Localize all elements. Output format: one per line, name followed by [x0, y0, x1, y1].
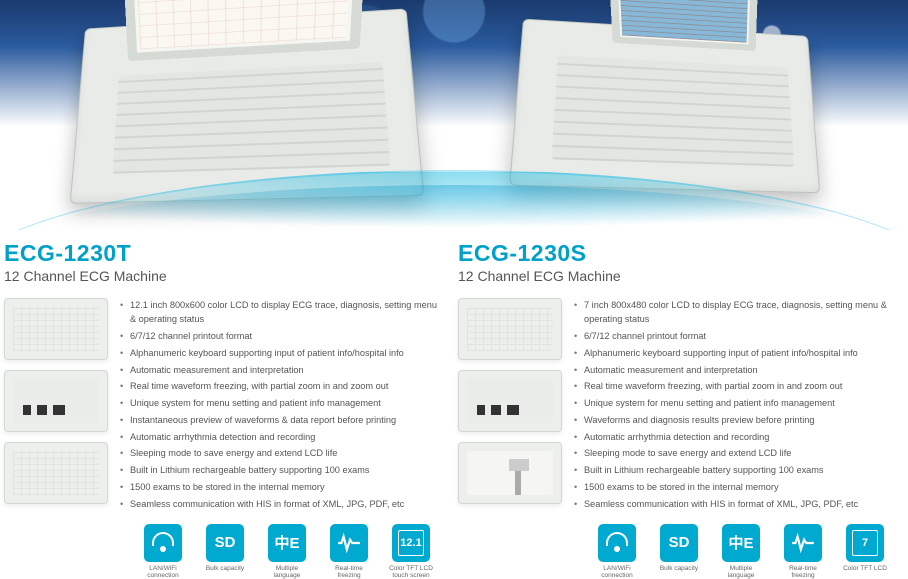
thumbnail-handle-view: [458, 298, 562, 360]
feature-item: Automatic arrhythmia detection and recor…: [574, 430, 896, 444]
feature-icon-screen: 7 Color TFT LCD: [842, 524, 888, 579]
feature-item: Alphanumeric keyboard supporting input o…: [120, 346, 442, 360]
language-icon: 中E: [722, 524, 760, 562]
feature-item: 6/7/12 channel printout format: [120, 329, 442, 343]
screen-size-icon: 12.1: [392, 524, 430, 562]
product-column-ecg-1230s: ECG-1230S 12 Channel ECG Machine 7 inch …: [454, 240, 908, 577]
device-keyboard: [551, 55, 794, 166]
feature-icon-screen: 12.1 Color TFT LCD touch screen: [388, 524, 434, 579]
product-subtitle: 12 Channel ECG Machine: [458, 268, 896, 284]
waveform-icon: [784, 524, 822, 562]
feature-icon-lanwifi: LAN/WiFi connection: [140, 524, 186, 579]
feature-icon-freeze: Real-time freezing: [326, 524, 372, 579]
feature-item: Unique system for menu setting and patie…: [120, 396, 442, 410]
feature-icon-label: Bulk capacity: [206, 565, 244, 572]
feature-list: 7 inch 800x480 color LCD to display ECG …: [574, 298, 896, 513]
feature-item: Sleeping mode to save energy and extend …: [120, 446, 442, 460]
feature-item: Seamless communication with HIS in forma…: [574, 497, 896, 511]
feature-icon-label: Bulk capacity: [660, 565, 698, 572]
feature-list: 12.1 inch 800x600 color LCD to display E…: [120, 298, 442, 513]
feature-icon-sd: SD Bulk capacity: [656, 524, 702, 579]
language-icon: 中E: [268, 524, 306, 562]
wifi-icon: [144, 524, 182, 562]
feature-icon-lanwifi: LAN/WiFi connection: [594, 524, 640, 579]
feature-item: Waveforms and diagnosis results preview …: [574, 413, 896, 427]
feature-item: 12.1 inch 800x600 color LCD to display E…: [120, 298, 442, 327]
sd-icon: SD: [660, 524, 698, 562]
feature-item: 6/7/12 channel printout format: [574, 329, 896, 343]
wifi-icon: [598, 524, 636, 562]
feature-item: 1500 exams to be stored in the internal …: [574, 480, 896, 494]
feature-icon-label: Color TFT LCD: [843, 565, 887, 572]
screen-size-icon: 7: [846, 524, 884, 562]
feature-icon-language: 中E Multiple language: [718, 524, 764, 579]
product-model: ECG-1230T: [4, 240, 442, 267]
feature-item: Automatic arrhythmia detection and recor…: [120, 430, 442, 444]
feature-item: Seamless communication with HIS in forma…: [120, 497, 442, 511]
feature-item: Real time waveform freezing, with partia…: [120, 379, 442, 393]
feature-icon-sd: SD Bulk capacity: [202, 524, 248, 579]
product-photo-ecg-1230s: [509, 19, 820, 194]
feature-item: Sleeping mode to save energy and extend …: [574, 446, 896, 460]
product-thumbnails: [458, 298, 562, 513]
device-keyboard: [112, 63, 390, 174]
thumbnail-keyboard-view: [4, 442, 108, 504]
thumbnail-closed-view: [4, 298, 108, 360]
device-screen: [608, 0, 758, 51]
waveform-icon: [330, 524, 368, 562]
feature-icon-row: LAN/WiFi connection SD Bulk capacity 中E …: [140, 524, 434, 579]
sd-icon: SD: [206, 524, 244, 562]
feature-item: Alphanumeric keyboard supporting input o…: [574, 346, 896, 360]
feature-item: Automatic measurement and interpretation: [574, 363, 896, 377]
product-column-ecg-1230t: ECG-1230T 12 Channel ECG Machine 12.1 in…: [0, 240, 454, 577]
feature-icon-language: 中E Multiple language: [264, 524, 310, 579]
hero-banner: [0, 0, 908, 230]
feature-item: Real time waveform freezing, with partia…: [574, 379, 896, 393]
thumbnail-trolley-view: [458, 442, 562, 504]
feature-item: Instantaneous preview of waveforms & dat…: [120, 413, 442, 427]
thumbnail-ports-view: [4, 370, 108, 432]
feature-item: Automatic measurement and interpretation: [120, 363, 442, 377]
product-columns: ECG-1230T 12 Channel ECG Machine 12.1 in…: [0, 240, 908, 577]
feature-item: Unique system for menu setting and patie…: [574, 396, 896, 410]
feature-item: 1500 exams to be stored in the internal …: [120, 480, 442, 494]
product-model: ECG-1230S: [458, 240, 896, 267]
thumbnail-ports-view: [458, 370, 562, 432]
feature-item: Built in Lithium rechargeable battery su…: [120, 463, 442, 477]
feature-icon-freeze: Real-time freezing: [780, 524, 826, 579]
feature-item: Built in Lithium rechargeable battery su…: [574, 463, 896, 477]
product-thumbnails: [4, 298, 108, 513]
product-subtitle: 12 Channel ECG Machine: [4, 268, 442, 284]
feature-item: 7 inch 800x480 color LCD to display ECG …: [574, 298, 896, 327]
device-screen: [121, 0, 367, 61]
feature-icon-row: LAN/WiFi connection SD Bulk capacity 中E …: [594, 524, 888, 579]
